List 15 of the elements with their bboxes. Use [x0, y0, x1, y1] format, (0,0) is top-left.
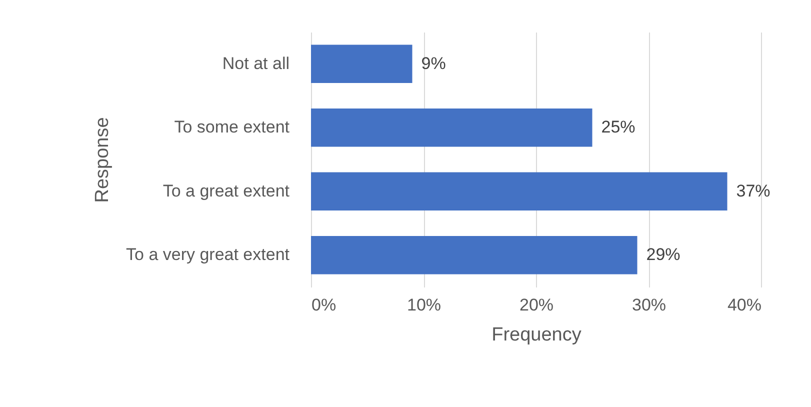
y-axis-title: Response: [92, 117, 114, 203]
x-tick-label: 10%: [406, 296, 442, 314]
x-tick-label: 40%: [727, 296, 762, 314]
x-tick-label: 30%: [632, 296, 666, 314]
y-tick-label: To a great extent: [162, 181, 290, 200]
x-tick-label: 0%: [312, 296, 336, 314]
data-label: 25%: [601, 118, 636, 137]
x-axis-title: Frequency: [492, 324, 582, 346]
data-label: 29%: [646, 245, 680, 264]
x-tick-label: 20%: [519, 296, 554, 314]
y-tick-label: To a very great extent: [126, 245, 290, 264]
data-label: 37%: [736, 181, 770, 200]
y-tick-label: Not at all: [222, 54, 290, 73]
y-tick-label: To some extent: [174, 118, 290, 137]
data-label: 9%: [421, 54, 446, 73]
